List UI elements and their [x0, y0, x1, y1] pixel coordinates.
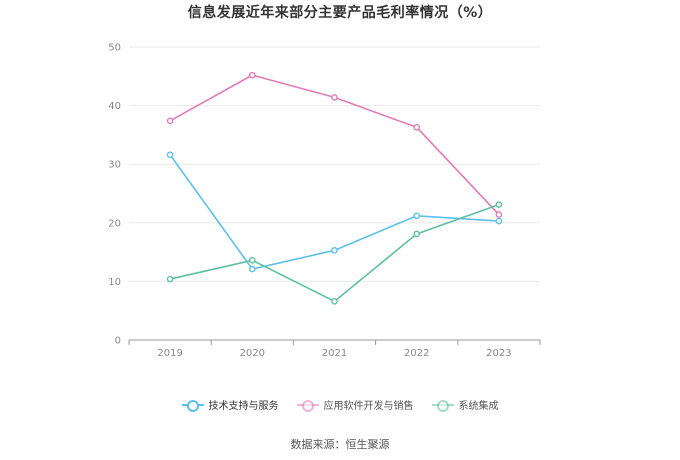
data-point: [495, 217, 503, 225]
x-tick-label: 2019: [157, 348, 182, 359]
legend-item[interactable]: 应用软件开发与销售: [296, 397, 414, 412]
y-tick-label: 30: [108, 160, 121, 171]
data-point: [166, 275, 174, 283]
data-point: [248, 265, 256, 273]
x-tick-label: 2023: [486, 348, 511, 359]
legend-item[interactable]: 技术支持与服务: [181, 397, 279, 412]
data-point: [331, 298, 338, 305]
legend-label: 系统集成: [458, 401, 499, 412]
y-tick-label: 10: [108, 277, 121, 288]
legend: 技术支持与服务 应用软件开发与销售 系统集成: [0, 397, 680, 412]
y-tick-label: 50: [108, 43, 121, 54]
y-tick-label: 20: [108, 218, 121, 229]
data-point: [413, 212, 421, 220]
x-tick-label: 2021: [322, 348, 347, 359]
data-source: 数据来源：恒生聚源: [290, 438, 390, 451]
chart-title: 信息发展近年来部分主要产品毛利率情况（%）: [187, 5, 493, 21]
data-point: [166, 151, 174, 159]
legend-item[interactable]: 系统集成: [431, 397, 499, 412]
x-tick-label: 2020: [240, 348, 265, 359]
data-point: [413, 123, 421, 131]
data-point: [331, 247, 338, 254]
data-point: [166, 117, 174, 125]
legend-label: 技术支持与服务: [208, 401, 279, 412]
data-point: [331, 94, 338, 101]
legend-label: 应用软件开发与销售: [323, 401, 414, 412]
data-point: [495, 201, 503, 208]
grid-lines: [129, 46, 540, 282]
legend-marker-icon: [181, 399, 204, 412]
legend-marker-icon: [296, 399, 319, 412]
data-point: [248, 257, 256, 264]
legend-marker-icon: [431, 399, 454, 412]
x-tick-label: 2022: [404, 348, 429, 359]
data-point: [495, 211, 503, 218]
data-point: [413, 230, 421, 238]
y-tick-label: 40: [108, 101, 121, 112]
axes: 0 10 20 30 40 50 2019 2020 2021 2022 2023: [108, 43, 541, 359]
series-lines: [166, 71, 503, 305]
data-point: [248, 71, 256, 79]
y-tick-label: 0: [115, 336, 121, 347]
